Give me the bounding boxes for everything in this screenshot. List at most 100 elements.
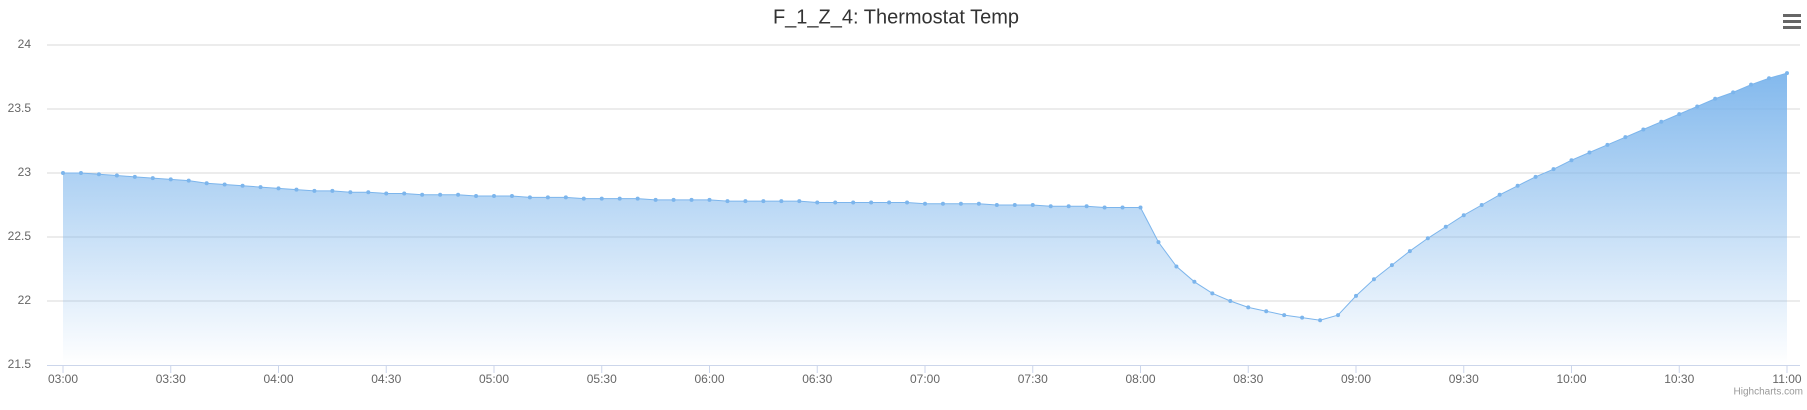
point xyxy=(905,200,910,205)
point xyxy=(833,200,838,205)
point xyxy=(1264,309,1269,314)
x-tick-label: 03:00 xyxy=(48,372,78,386)
point xyxy=(420,192,425,197)
point xyxy=(1102,205,1107,210)
point xyxy=(1497,192,1502,197)
point xyxy=(1012,203,1017,207)
point xyxy=(1569,158,1574,163)
x-tick-label: 11:00 xyxy=(1772,372,1801,386)
point xyxy=(940,201,945,206)
point xyxy=(1407,249,1412,254)
point xyxy=(1389,263,1394,268)
point xyxy=(1713,96,1718,101)
y-tick-label: 23 xyxy=(18,165,32,179)
point xyxy=(797,199,802,204)
point xyxy=(509,194,514,199)
point xyxy=(258,185,263,190)
y-tick-label: 21.5 xyxy=(8,357,32,371)
point xyxy=(1533,174,1538,179)
menu-bar xyxy=(1783,14,1801,17)
point xyxy=(1767,76,1772,81)
point xyxy=(671,197,676,202)
x-tick-label: 07:30 xyxy=(1018,372,1048,386)
point xyxy=(294,187,299,192)
area-fill xyxy=(63,73,1787,365)
point xyxy=(1479,203,1484,207)
menu-bar xyxy=(1783,20,1801,23)
point xyxy=(581,196,586,201)
point xyxy=(1066,204,1071,209)
menu-button[interactable] xyxy=(1783,14,1801,29)
point xyxy=(707,197,712,202)
point xyxy=(114,173,119,178)
point xyxy=(1695,104,1700,109)
point xyxy=(168,177,173,182)
x-tick-label: 04:30 xyxy=(371,372,401,386)
point xyxy=(1371,277,1376,282)
point xyxy=(994,203,999,207)
point xyxy=(330,188,335,193)
chart-title: F_1_Z_4: Thermostat Temp xyxy=(773,6,1019,28)
point xyxy=(1246,305,1251,310)
point xyxy=(1659,119,1664,124)
point xyxy=(563,195,568,200)
point xyxy=(887,200,892,205)
point xyxy=(384,191,389,196)
point xyxy=(276,186,281,191)
point xyxy=(204,181,209,186)
point xyxy=(958,201,963,206)
point xyxy=(1030,203,1035,207)
point xyxy=(456,192,461,197)
point xyxy=(725,199,730,204)
y-tick-label: 24 xyxy=(18,37,32,51)
point xyxy=(545,195,550,200)
point xyxy=(599,196,604,201)
credits[interactable]: Highcharts.com xyxy=(1734,387,1803,398)
point xyxy=(1515,183,1520,188)
point xyxy=(312,188,317,193)
point xyxy=(61,171,65,175)
point xyxy=(1641,127,1646,132)
point xyxy=(689,197,694,202)
point xyxy=(1336,313,1341,318)
point xyxy=(438,192,443,197)
point xyxy=(1300,315,1305,320)
point xyxy=(1551,167,1556,172)
point xyxy=(653,197,658,202)
point xyxy=(1587,150,1592,155)
point xyxy=(132,174,137,179)
point xyxy=(869,200,874,205)
x-tick-label: 05:00 xyxy=(479,372,509,386)
point xyxy=(1120,205,1125,210)
point xyxy=(1677,112,1682,117)
menu-bar xyxy=(1783,26,1801,29)
x-tick-label: 10:00 xyxy=(1556,372,1586,386)
point xyxy=(1174,264,1179,269)
point xyxy=(1282,313,1287,318)
point xyxy=(851,200,856,205)
point xyxy=(150,176,155,181)
point xyxy=(1048,204,1053,209)
point xyxy=(240,183,245,188)
point xyxy=(1623,135,1628,140)
point xyxy=(1461,213,1466,218)
point xyxy=(1731,90,1736,95)
point xyxy=(186,178,191,183)
point xyxy=(779,199,784,204)
y-tick-label: 22 xyxy=(18,293,32,307)
point xyxy=(923,201,927,206)
point xyxy=(761,199,766,204)
x-tick-label: 04:00 xyxy=(263,372,293,386)
point xyxy=(78,171,83,175)
x-tick-label: 07:00 xyxy=(910,372,940,386)
y-tick-label: 23.5 xyxy=(8,101,32,115)
x-tick-label: 05:30 xyxy=(587,372,617,386)
y-tick-label: 22.5 xyxy=(8,229,32,243)
x-tick-label: 09:30 xyxy=(1449,372,1479,386)
point xyxy=(474,194,479,199)
point xyxy=(1156,240,1161,245)
point xyxy=(1443,224,1448,229)
x-tick-label: 06:30 xyxy=(802,372,832,386)
